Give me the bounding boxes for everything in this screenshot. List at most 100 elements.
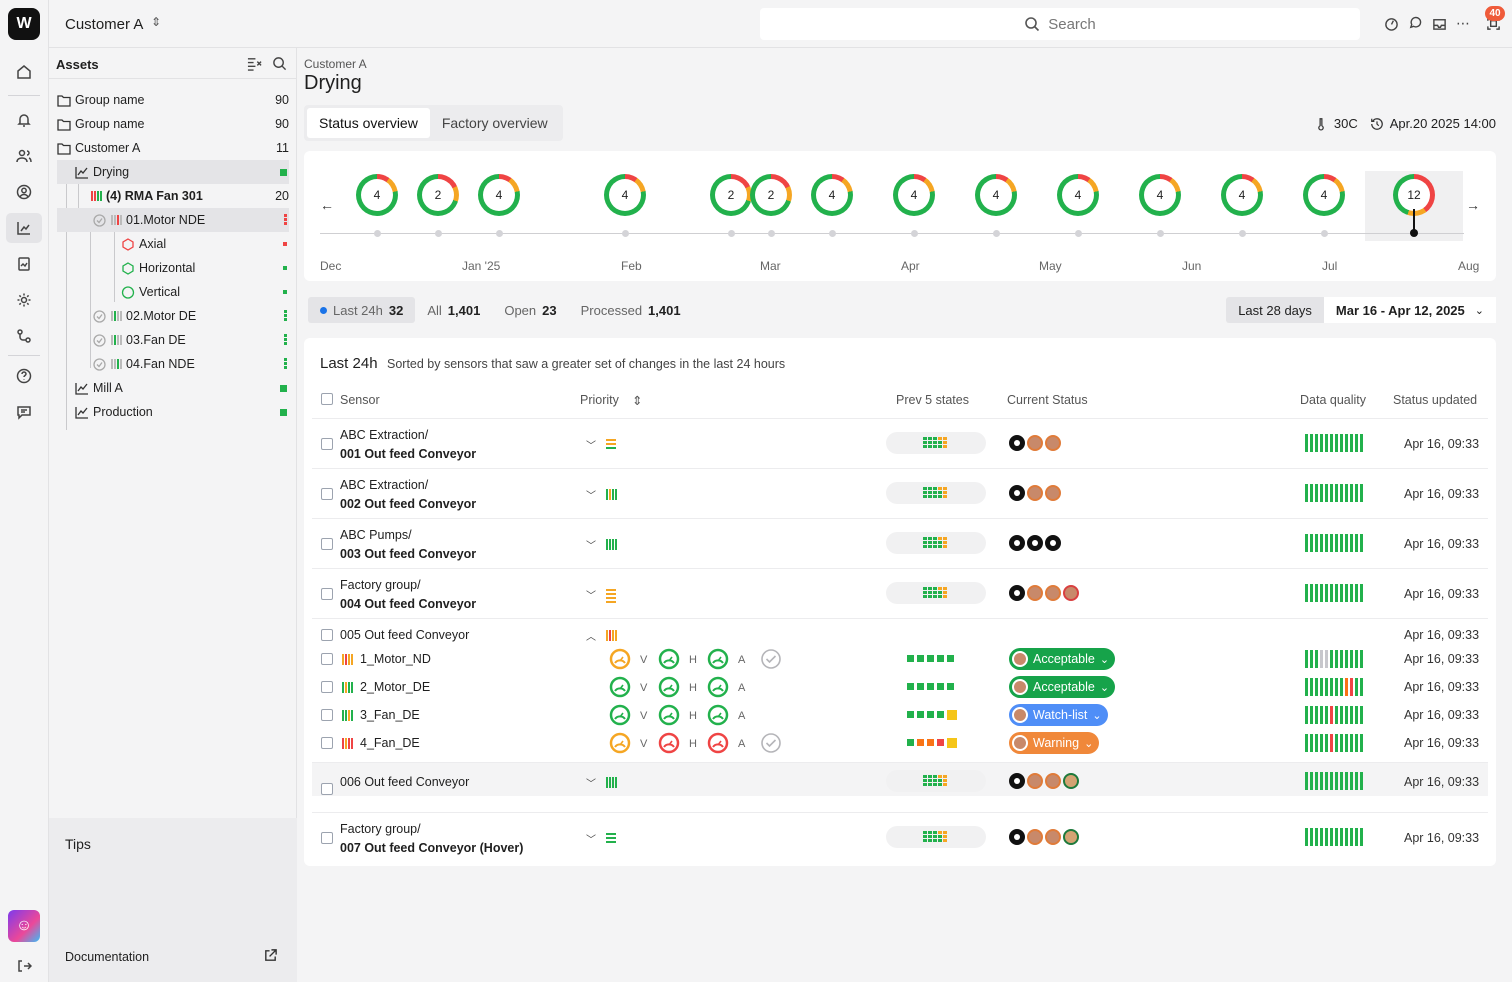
- table-row[interactable]: [312, 418, 1488, 468]
- row-checkbox[interactable]: [321, 588, 333, 600]
- a-axis-gauge-icon[interactable]: [706, 731, 730, 755]
- gauge-icon[interactable]: [1383, 14, 1399, 32]
- v-axis-gauge-icon[interactable]: [608, 675, 632, 699]
- users-icon[interactable]: [13, 145, 35, 167]
- chevron-down-icon[interactable]: ﹀: [586, 779, 596, 790]
- tab-factory-overview[interactable]: Factory overview: [441, 115, 548, 131]
- home-icon[interactable]: [13, 61, 35, 83]
- customer-selector[interactable]: Customer A: [65, 16, 144, 33]
- tree-item-customer[interactable]: Customer A 11: [57, 136, 289, 160]
- table-row[interactable]: [312, 518, 1488, 568]
- tree-item-group[interactable]: Group name 90: [57, 112, 289, 136]
- h-axis-gauge-icon[interactable]: [657, 647, 681, 671]
- row-checkbox[interactable]: [321, 681, 333, 693]
- timeline-event-ring[interactable]: 4: [604, 174, 646, 216]
- timeline-event-ring[interactable]: 4: [1303, 174, 1345, 216]
- tab-status-overview[interactable]: Status overview: [307, 108, 430, 138]
- date-range-select[interactable]: Mar 16 - Apr 12, 2025 ⌄: [1323, 297, 1496, 323]
- chat-icon[interactable]: [1407, 14, 1423, 32]
- tree-item-fan-nde[interactable]: 04.Fan NDE: [57, 352, 289, 376]
- a-axis-gauge-icon[interactable]: [706, 703, 730, 727]
- more-icon[interactable]: ⋯: [1456, 14, 1470, 31]
- h-axis-gauge-icon[interactable]: [657, 703, 681, 727]
- tree-item-mill[interactable]: Mill A: [57, 376, 289, 400]
- assets-chart-icon[interactable]: [6, 213, 42, 243]
- tree-search-icon[interactable]: [272, 56, 287, 71]
- chevron-down-icon[interactable]: ﹀: [586, 491, 596, 502]
- row-checkbox[interactable]: [321, 709, 333, 721]
- tree-item-horizontal[interactable]: Horizontal: [57, 256, 289, 280]
- row-checkbox[interactable]: [321, 629, 333, 641]
- tree-item-vertical[interactable]: Vertical: [57, 280, 289, 304]
- row-checkbox[interactable]: [321, 783, 333, 795]
- status-dropdown[interactable]: Acceptable ⌄: [1009, 676, 1116, 698]
- check-circle-icon[interactable]: [759, 731, 783, 755]
- chevron-up-icon[interactable]: ︿: [586, 632, 596, 643]
- tree-item-motor-de[interactable]: 02.Motor DE: [57, 304, 289, 328]
- row-checkbox[interactable]: [321, 832, 333, 844]
- row-checkbox[interactable]: [321, 488, 333, 500]
- filter-open[interactable]: Open 23: [492, 297, 568, 323]
- table-row[interactable]: [312, 618, 1488, 619]
- table-row[interactable]: [312, 568, 1488, 618]
- chevron-down-icon[interactable]: ﹀: [586, 541, 596, 552]
- timeline-event-ring[interactable]: 4: [478, 174, 520, 216]
- bell-icon[interactable]: [13, 109, 35, 131]
- chevron-down-icon[interactable]: ﹀: [586, 591, 596, 602]
- chevron-down-icon[interactable]: ﹀: [586, 441, 596, 452]
- search-input[interactable]: Search: [760, 8, 1360, 40]
- report-icon[interactable]: [13, 253, 35, 275]
- timeline-event-ring[interactable]: 4: [811, 174, 853, 216]
- breadcrumb[interactable]: Customer A: [304, 57, 367, 71]
- collapse-all-icon[interactable]: [247, 56, 262, 71]
- filter-last-24h[interactable]: Last 24h 32: [308, 297, 416, 323]
- timeline-event-ring[interactable]: 2: [417, 174, 459, 216]
- col-priority[interactable]: Priority: [580, 393, 619, 407]
- logout-icon[interactable]: [13, 955, 35, 977]
- period-label[interactable]: Last 28 days: [1226, 297, 1324, 323]
- logo-icon[interactable]: W: [8, 8, 40, 40]
- inbox-icon[interactable]: [1431, 14, 1447, 32]
- arrow-left-icon[interactable]: ←: [320, 197, 334, 213]
- tree-item-motor-nde[interactable]: 01.Motor NDE: [57, 208, 289, 232]
- chevron-down-icon[interactable]: ﹀: [586, 835, 596, 846]
- filter-processed[interactable]: Processed 1,401: [569, 297, 693, 323]
- h-axis-gauge-icon[interactable]: [657, 731, 681, 755]
- timeline-event-ring[interactable]: 2: [710, 174, 752, 216]
- help-icon[interactable]: [13, 365, 35, 387]
- tree-item-drying[interactable]: Drying: [57, 160, 289, 184]
- row-checkbox[interactable]: [321, 653, 333, 665]
- a-axis-gauge-icon[interactable]: [706, 675, 730, 699]
- tree-item-group[interactable]: Group name 90: [57, 88, 289, 112]
- select-all-checkbox[interactable]: [321, 393, 333, 405]
- timeline-event-ring[interactable]: 4: [1221, 174, 1263, 216]
- a-axis-gauge-icon[interactable]: [706, 647, 730, 671]
- table-row[interactable]: [312, 812, 1488, 862]
- status-dropdown[interactable]: Acceptable ⌄: [1009, 648, 1116, 670]
- timeline-event-ring[interactable]: 4: [893, 174, 935, 216]
- h-axis-gauge-icon[interactable]: [657, 675, 681, 699]
- tree-item-rma-fan[interactable]: (4) RMA Fan 301 20: [57, 184, 289, 208]
- tree-item-fan-de[interactable]: 03.Fan DE: [57, 328, 289, 352]
- external-link-icon[interactable]: [263, 948, 278, 966]
- timeline-event-ring[interactable]: 4: [1057, 174, 1099, 216]
- filter-all[interactable]: All 1,401: [415, 297, 492, 323]
- status-dropdown[interactable]: Warning ⌄: [1009, 732, 1100, 754]
- timeline-event-ring[interactable]: 2: [750, 174, 792, 216]
- row-checkbox[interactable]: [321, 438, 333, 450]
- documentation-link[interactable]: Documentation: [65, 950, 150, 964]
- sort-icon[interactable]: ⇕: [632, 394, 643, 408]
- row-checkbox[interactable]: [321, 538, 333, 550]
- tree-item-production[interactable]: Production: [57, 400, 289, 424]
- col-sensor[interactable]: Sensor: [340, 393, 380, 407]
- v-axis-gauge-icon[interactable]: [608, 647, 632, 671]
- tree-item-axial[interactable]: Axial: [57, 232, 289, 256]
- workflow-icon[interactable]: [13, 325, 35, 347]
- user-avatar[interactable]: ☺: [8, 910, 40, 942]
- row-checkbox[interactable]: [321, 737, 333, 749]
- timeline-event-ring[interactable]: 4: [356, 174, 398, 216]
- status-dropdown[interactable]: Watch-list ⌄: [1009, 704, 1108, 726]
- settings-gear-icon[interactable]: [13, 289, 35, 311]
- user-circle-icon[interactable]: [13, 181, 35, 203]
- check-circle-icon[interactable]: [759, 647, 783, 671]
